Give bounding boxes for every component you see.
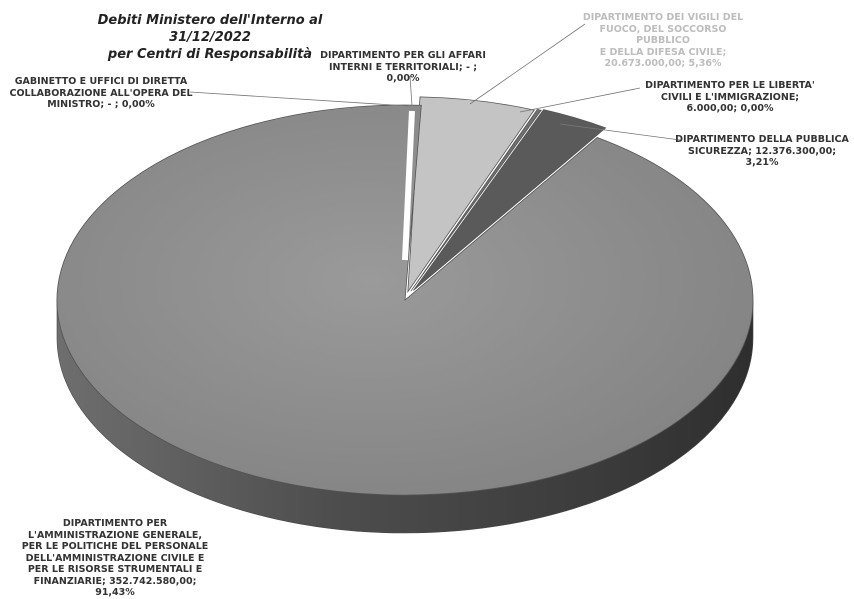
slice-2 xyxy=(410,108,542,292)
label-affari-interni: DIPARTIMENTO PER GLI AFFARI INTERNI E TE… xyxy=(320,50,486,84)
label-liberta-civili: DIPARTIMENTO PER LE LIBERTA' CIVILI E L'… xyxy=(645,80,815,114)
leader-lines xyxy=(189,23,681,141)
label-vigili-fuoco: DIPARTIMENTO DEI VIGILI DEL FUOCO, DEL S… xyxy=(582,12,744,69)
label-amministrazione: DIPARTIMENTO PER L'AMMINISTRAZIONE GENER… xyxy=(21,518,209,598)
leader-line xyxy=(559,123,681,141)
slice-3 xyxy=(413,109,607,291)
leader-line xyxy=(409,75,413,107)
leader-line xyxy=(469,23,586,105)
leader-line xyxy=(519,87,641,113)
slice-0 xyxy=(56,104,754,496)
label-pubblica-sicurezza: DIPARTIMENTO DELLA PUBBLICA SICUREZZA; 1… xyxy=(675,134,849,168)
leader-line xyxy=(189,91,409,107)
chart-title: Debiti Ministero dell'Interno al 31/12/2… xyxy=(97,13,323,62)
label-gabinetto: GABINETTO E UFFICI DI DIRETTA COLLABORAZ… xyxy=(9,76,193,110)
pie-tops xyxy=(56,96,754,496)
slice-1 xyxy=(407,96,535,294)
